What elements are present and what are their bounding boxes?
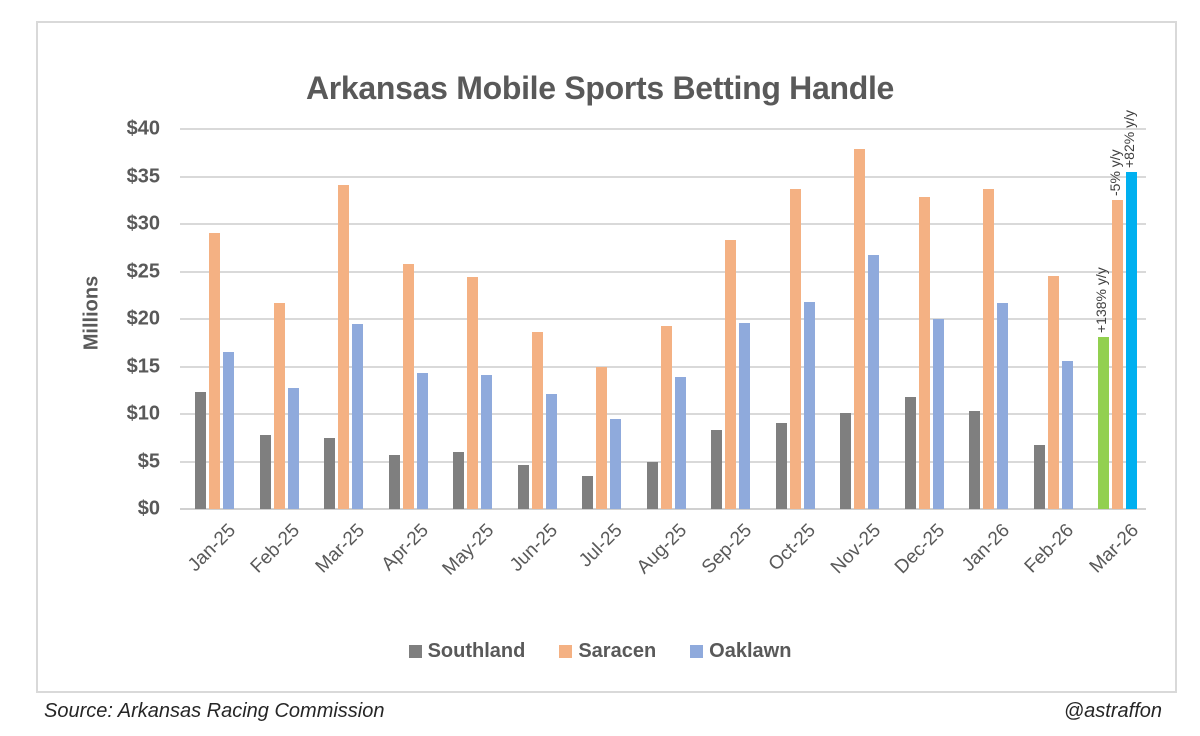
bar-saracen-apr-25 <box>402 263 414 509</box>
y-tick-label: $35 <box>126 165 160 187</box>
bar-saracen-jan-25 <box>209 232 220 509</box>
legend: Southland Saracen Oaklawn <box>0 640 1200 663</box>
bar-saracen-may-25 <box>467 277 478 509</box>
gridline <box>180 128 1146 130</box>
bar-southland-jan-25 <box>195 392 206 509</box>
bar-southland-feb-26 <box>1033 445 1045 509</box>
bar-saracen-mar-25 <box>338 185 349 509</box>
gridline <box>180 223 1146 225</box>
legend-label: Southland <box>427 640 526 662</box>
bar-southland-mar-26 <box>1098 337 1109 509</box>
author-handle: @astraffon <box>1063 700 1162 722</box>
legend-swatch-oaklawn <box>690 645 704 658</box>
bar-saracen-dec-25 <box>918 197 930 509</box>
legend-item-oaklawn: Oaklawn <box>690 640 791 663</box>
legend-label: Oaklawn <box>709 640 792 662</box>
bar-oaklawn-mar-26 <box>1126 171 1137 509</box>
bar-oaklawn-jan-25 <box>223 352 234 509</box>
bar-saracen-feb-26 <box>1047 276 1059 509</box>
bar-southland-oct-25 <box>775 422 787 509</box>
bar-southland-mar-25 <box>324 437 335 509</box>
bar-oaklawn-jun-25 <box>545 394 557 509</box>
bar-saracen-mar-26 <box>1112 200 1123 509</box>
y-tick-label: $5 <box>137 450 160 472</box>
y-tick-label: $20 <box>126 307 160 330</box>
gridline <box>180 175 1146 178</box>
bar-saracen-nov-25 <box>854 148 865 509</box>
y-tick-label: $10 <box>126 402 160 425</box>
bar-oaklawn-jul-25 <box>610 418 621 509</box>
x-axis-line <box>180 508 1146 510</box>
bar-southland-aug-25 <box>646 462 658 509</box>
y-tick-label: $25 <box>126 260 160 282</box>
bar-saracen-aug-25 <box>660 325 672 509</box>
bar-oaklawn-jan-26 <box>997 302 1008 509</box>
bar-saracen-jan-26 <box>983 188 994 509</box>
bar-southland-dec-25 <box>904 396 916 509</box>
legend-swatch-southland <box>408 645 422 658</box>
bar-oaklawn-oct-25 <box>803 301 815 509</box>
bar-saracen-jul-25 <box>596 366 607 509</box>
bar-southland-jun-25 <box>517 465 529 509</box>
y-tick-label: $15 <box>126 355 160 377</box>
bar-oaklawn-nov-25 <box>868 255 879 509</box>
bar-oaklawn-apr-25 <box>416 373 428 509</box>
legend-item-saracen: Saracen <box>559 640 656 663</box>
bar-southland-jul-25 <box>582 475 593 509</box>
chart-title: Arkansas Mobile Sports Betting Handle <box>305 70 895 106</box>
y-tick-label: $40 <box>126 117 160 140</box>
source-note: Source: Arkansas Racing Commission <box>44 700 385 722</box>
bar-oaklawn-dec-25 <box>932 319 944 509</box>
bar-oaklawn-feb-25 <box>287 388 299 509</box>
bar-southland-nov-25 <box>840 413 851 509</box>
bar-southland-may-25 <box>453 452 464 509</box>
bar-oaklawn-may-25 <box>481 375 492 509</box>
bar-oaklawn-feb-26 <box>1061 360 1073 509</box>
bar-oaklawn-aug-25 <box>674 376 686 509</box>
bar-oaklawn-sep-25 <box>739 322 750 509</box>
legend-item-southland: Southland <box>408 640 526 663</box>
annotation-oaklawn: +82% y/y <box>1121 109 1137 168</box>
bar-southland-jan-26 <box>969 411 980 509</box>
annotation-southland: +138% y/y <box>1093 267 1109 334</box>
bar-southland-feb-25 <box>259 434 271 509</box>
bar-saracen-sep-25 <box>725 240 736 509</box>
bar-southland-sep-25 <box>711 430 722 509</box>
y-tick-label: $0 <box>137 497 160 520</box>
bar-saracen-oct-25 <box>789 188 801 509</box>
bar-saracen-feb-25 <box>273 302 285 509</box>
bar-oaklawn-mar-25 <box>352 323 363 509</box>
y-axis-label: Millions <box>80 275 103 351</box>
gridline <box>180 270 1146 273</box>
y-tick-label: $30 <box>126 212 160 235</box>
gridline <box>180 318 1146 320</box>
legend-swatch-saracen <box>559 645 573 658</box>
legend-label: Saracen <box>578 640 657 662</box>
bar-saracen-jun-25 <box>531 332 543 509</box>
bar-southland-apr-25 <box>388 454 400 509</box>
